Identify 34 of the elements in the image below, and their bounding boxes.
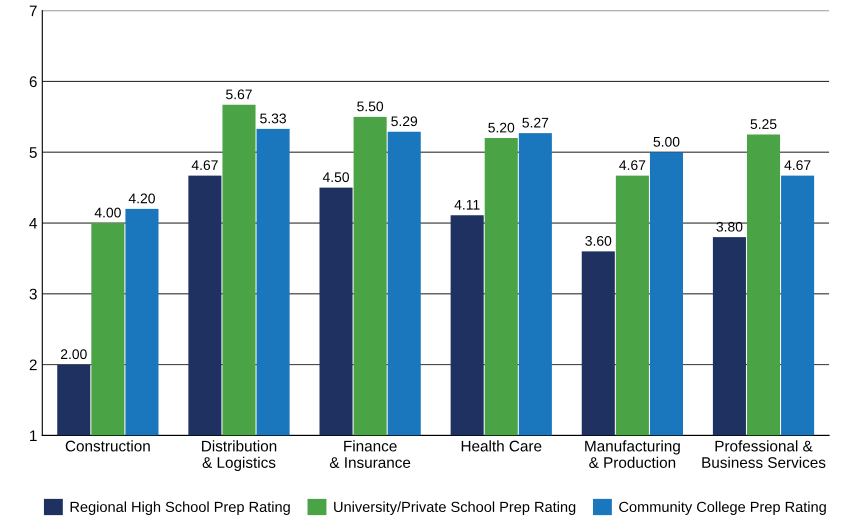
- data-label: 4.50: [322, 172, 350, 182]
- y-tick-label: 4: [29, 218, 37, 229]
- data-label: 5.27: [522, 118, 548, 128]
- data-label: 2.00: [60, 349, 87, 360]
- x-tick-label: Health Care: [462, 440, 542, 452]
- x-tick-label: Construction: [66, 440, 150, 452]
- y-tick-label: 6: [30, 76, 37, 88]
- legend-label: Community College Prep Rating: [619, 501, 826, 515]
- y-tick-label: 3: [30, 288, 37, 300]
- x-tick-label: Finance & Insurance: [330, 440, 410, 468]
- data-label: 4.67: [192, 160, 218, 170]
- x-tick-label: Professional & Business Services: [702, 440, 826, 468]
- legend-label: University/Private School Prep Rating: [334, 501, 576, 515]
- data-label: 5.25: [750, 119, 776, 129]
- data-label: 5.33: [260, 114, 286, 124]
- x-tick-label: Distribution & Logistics: [202, 440, 276, 471]
- y-tick-label: 2: [30, 359, 37, 370]
- x-tick-label: Manufacturing & Production: [585, 440, 680, 468]
- data-label: 3.80: [716, 222, 742, 232]
- y-tick-label: 7: [30, 6, 37, 16]
- legend-label: Regional High School Prep Rating: [70, 501, 290, 515]
- data-label: 4.00: [94, 208, 121, 218]
- data-label: 5.20: [488, 122, 514, 133]
- data-label: 4.67: [784, 160, 810, 170]
- data-label: 4.20: [128, 194, 155, 204]
- data-label: 4.67: [619, 160, 646, 170]
- data-label: 5.00: [654, 136, 680, 147]
- data-label: 3.60: [585, 236, 612, 246]
- y-tick-label: 1: [30, 430, 37, 441]
- data-label: 4.11: [454, 200, 480, 210]
- y-tick-label: 5: [30, 147, 37, 158]
- data-label: 5.29: [391, 116, 418, 126]
- data-label: 5.50: [357, 101, 384, 112]
- data-label: 5.67: [226, 89, 252, 100]
